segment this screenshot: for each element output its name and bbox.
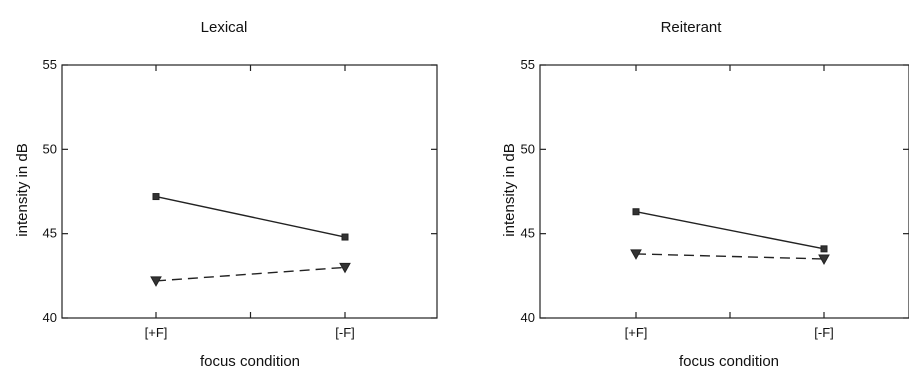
chart-lexical: Lexical focus condition intensity in dB … [14, 19, 438, 370]
chart-title: Reiterant [661, 19, 723, 36]
x-tick-label: [+F] [145, 325, 168, 340]
square-marker [341, 233, 349, 241]
series-line-solid [155, 195, 346, 238]
y-tick-label: 55 [43, 57, 57, 72]
series-line-solid [635, 211, 825, 250]
y-tick-label: 50 [43, 141, 57, 156]
series-line-dashed [635, 253, 825, 260]
triangle-marker [150, 276, 162, 287]
x-tick-label: [-F] [335, 325, 355, 340]
chart-title: Lexical [201, 19, 248, 36]
x-axis-label: focus condition [679, 353, 779, 370]
y-tick-label: 40 [43, 310, 57, 325]
triangle-marker [630, 249, 642, 260]
triangle-marker [339, 262, 351, 274]
y-tick-label: 55 [521, 57, 535, 72]
y-tick-label: 40 [521, 310, 535, 325]
square-marker [632, 208, 640, 216]
y-tick-label: 50 [521, 141, 535, 156]
y-axis-label: intensity in dB [501, 143, 518, 236]
y-axis-label: intensity in dB [14, 143, 31, 236]
triangle-marker [818, 254, 830, 265]
chart-reiterant: Reiterant focus condition intensity in d… [501, 19, 909, 370]
square-marker [820, 245, 828, 253]
x-tick-label: [-F] [814, 325, 834, 340]
square-marker [152, 193, 160, 201]
y-tick-label: 45 [43, 226, 57, 241]
x-axis-label: focus condition [200, 353, 300, 370]
plot-frame [61, 64, 438, 319]
series-line-dashed [155, 266, 346, 282]
x-tick-label: [+F] [625, 325, 648, 340]
plot-frame [539, 64, 909, 319]
y-tick-label: 45 [521, 226, 535, 241]
